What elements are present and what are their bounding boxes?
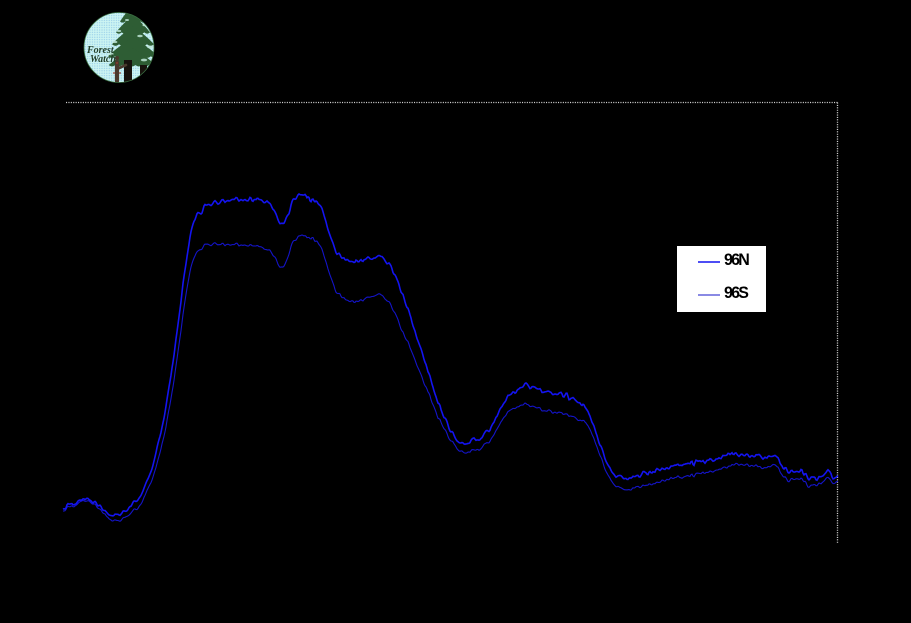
svg-text:Watch: Watch — [90, 54, 116, 65]
